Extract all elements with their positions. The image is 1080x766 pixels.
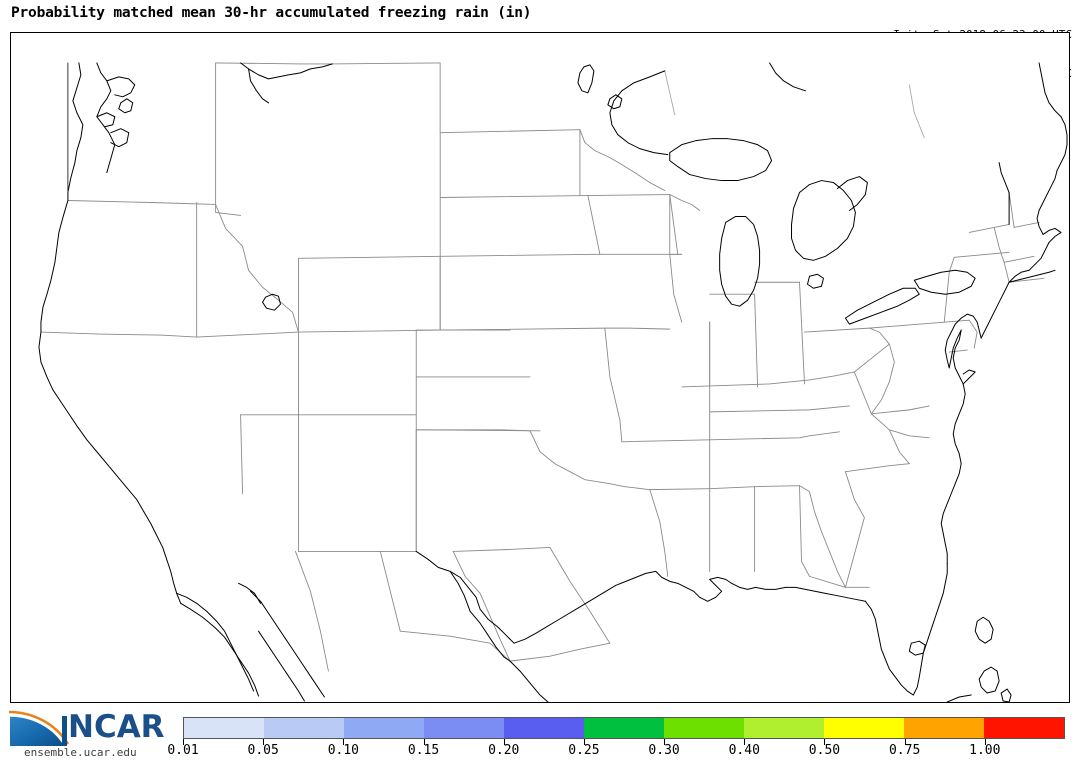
colorbar-tick (183, 739, 184, 745)
colorbar-ticks (183, 739, 1065, 745)
colorbar-tick (263, 739, 265, 745)
colorbar-segment (424, 718, 504, 738)
colorbar-tick-label: 0.10 (327, 743, 360, 758)
colorbar-segment (344, 718, 424, 738)
colorbar-labels: 0.01 0.05 0.10 0.15 0.20 0.25 0.30 0.40 0.50 0.75… (167, 743, 1065, 761)
colorbar-tick-label: 0.25 (568, 743, 600, 758)
coastlines (38, 62, 1068, 702)
colorbar-segment (984, 718, 1064, 738)
colorbar-tick (343, 739, 345, 745)
colorbar-segment (824, 718, 904, 738)
colorbar-tick-label: 1.00 (969, 743, 1001, 758)
map-basemap-svg (38, 62, 1068, 702)
colorbar-tick-label: 0.75 (888, 743, 921, 758)
colorbar-tick-label: 0.20 (488, 743, 520, 758)
ensemble-url-text: ensemble.ucar.edu (24, 746, 137, 759)
colorbar-tick (423, 739, 425, 745)
colorbar-segment (504, 718, 584, 738)
colorbar-segment (664, 718, 744, 738)
colorbar-tick-label: 0.01 (167, 743, 199, 758)
colorbar-segment (744, 718, 824, 738)
ncar-logo[interactable]: NCAR ensemble.ucar.edu (6, 708, 174, 763)
colorbar-tick (583, 739, 585, 745)
colorbar[interactable]: 0.01 0.05 0.10 0.15 0.20 0.25 0.30 0.40 0.50 0.75… (167, 717, 1065, 762)
colorbar-tick-label: 0.15 (407, 743, 440, 758)
colorbar-tick (744, 739, 746, 745)
colorbar-tick-label: 0.05 (247, 743, 279, 758)
colorbar-tick-label: 0.50 (808, 743, 841, 758)
colorbar-gradient (183, 717, 1065, 739)
colorbar-tick-label: 0.30 (648, 743, 680, 758)
colorbar-segment (264, 718, 344, 738)
footer-bar: NCAR ensemble.ucar.edu 0.01 0.05 0.10 0.15 0… (0, 703, 1080, 766)
colorbar-tick-label: 0.40 (728, 743, 760, 758)
ncar-logo-mark-icon (8, 710, 70, 748)
state-borders (40, 62, 1045, 672)
map-panel[interactable] (10, 32, 1070, 703)
colorbar-tick (664, 739, 666, 745)
ncar-wordmark: NCAR (68, 709, 165, 745)
header-bar: Probability matched mean 30-hr accumulat… (0, 0, 1080, 80)
colorbar-segment (584, 718, 664, 738)
colorbar-segment (184, 718, 264, 738)
colorbar-segment (904, 718, 984, 738)
colorbar-tick (984, 739, 986, 745)
colorbar-tick (904, 739, 906, 745)
colorbar-tick (503, 739, 505, 745)
page-title: Probability matched mean 30-hr accumulat… (11, 5, 532, 21)
colorbar-tick (824, 739, 826, 745)
